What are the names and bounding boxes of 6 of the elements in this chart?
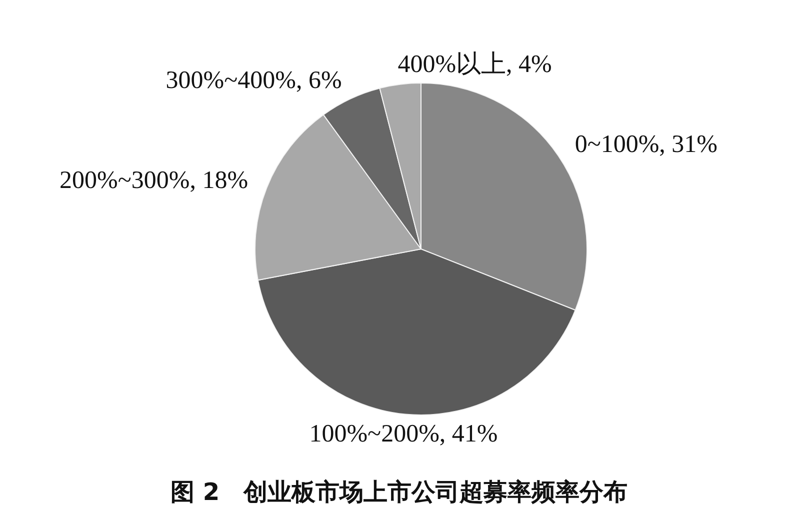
- text: 图 2 创业板市场上市公司超募率频率分布: [170, 478, 628, 506]
- slice-label: 100%~200%, 41%: [309, 420, 498, 448]
- slice-label: 400%以上, 4%: [398, 50, 552, 78]
- slice-label: 300%~400%, 6%: [166, 67, 342, 94]
- slice-label: 200%~300%, 18%: [60, 167, 248, 194]
- slice-label: 0~100%, 31%: [574, 130, 718, 158]
